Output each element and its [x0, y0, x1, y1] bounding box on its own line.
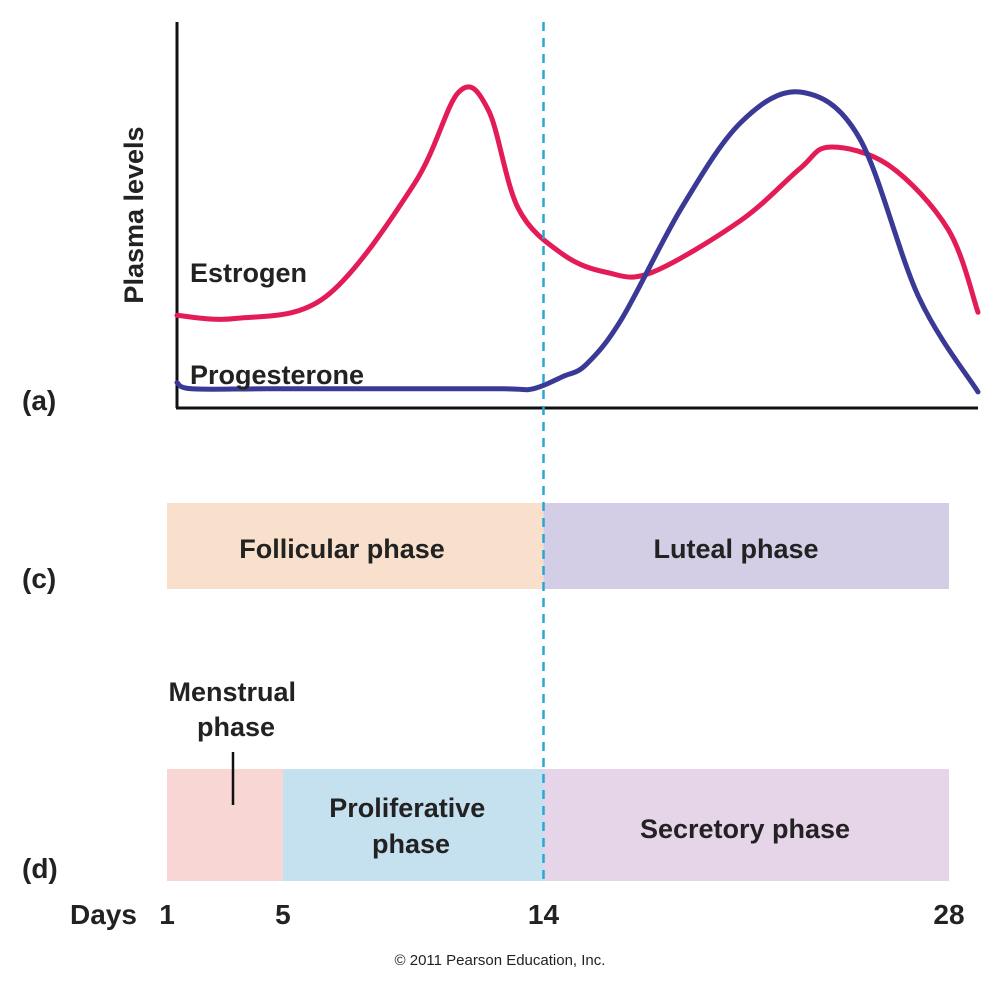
hormone-curves [174, 84, 981, 395]
series-label-progesterone: Progesterone [190, 360, 364, 390]
uterine-secretory-phase [543, 769, 949, 881]
x-tick-14: 14 [528, 899, 560, 930]
panel-label-d: (d) [22, 853, 58, 884]
series-line-estrogen [174, 84, 981, 322]
menstrual-phase-label: Menstrual phase [168, 677, 303, 742]
follicular-phase-label: Follicular phase [239, 534, 445, 564]
uterine-proliferative-phase [282, 769, 544, 881]
x-tick-labels: 1 5 14 28 [159, 899, 964, 930]
x-axis-label: Days [70, 899, 137, 930]
uterine-bar-0 [167, 769, 283, 881]
x-tick-5: 5 [275, 899, 291, 930]
series-line-progesterone [174, 89, 981, 395]
y-axis-label: Plasma levels [119, 126, 149, 303]
panel-label-c: (c) [22, 563, 56, 594]
luteal-phase-label: Luteal phase [653, 534, 818, 564]
secretory-phase-label: Secretory phase [640, 814, 850, 844]
proliferative-phase-label: Proliferative phase [329, 793, 493, 859]
copyright-notice: © 2011 Pearson Education, Inc. [394, 952, 606, 969]
series-label-estrogen: Estrogen [190, 258, 307, 288]
ovarian-luteal-phase [543, 503, 949, 589]
ovarian-phase-bars [167, 503, 949, 589]
x-tick-1: 1 [159, 899, 175, 930]
x-tick-28: 28 [933, 899, 964, 930]
uterine-phase-bars [167, 769, 949, 881]
ovarian-follicular-phase [167, 503, 544, 589]
panel-label-a: (a) [22, 385, 56, 416]
